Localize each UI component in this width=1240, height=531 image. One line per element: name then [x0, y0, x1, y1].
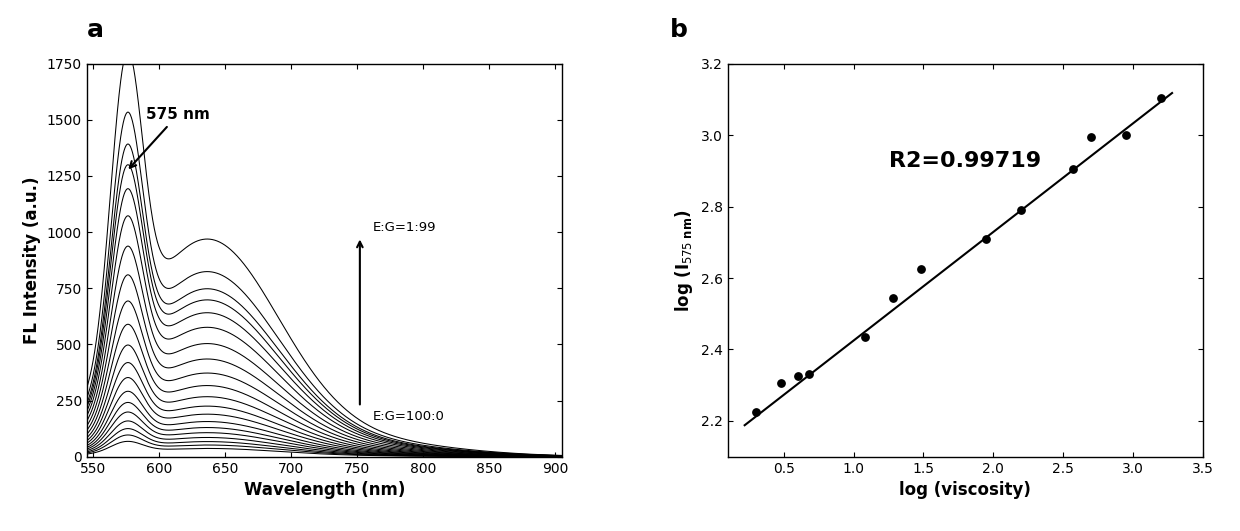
Point — [1012, 206, 1032, 215]
Point — [746, 408, 766, 416]
Point — [1081, 133, 1101, 141]
Text: a: a — [87, 19, 104, 42]
Point — [1151, 93, 1171, 102]
Point — [883, 294, 903, 302]
Point — [799, 370, 818, 379]
Point — [787, 372, 807, 381]
Point — [1116, 131, 1136, 140]
Y-axis label: FL Intensity (a.u.): FL Intensity (a.u.) — [24, 176, 41, 344]
X-axis label: Wavelength (nm): Wavelength (nm) — [243, 481, 405, 499]
Point — [976, 235, 996, 243]
Point — [771, 379, 791, 388]
Text: b: b — [670, 19, 687, 42]
Point — [910, 265, 930, 273]
Point — [854, 333, 874, 341]
Y-axis label: log (I$_{575\ \mathregular{nm}}$): log (I$_{575\ \mathregular{nm}}$) — [673, 209, 696, 312]
X-axis label: log (viscosity): log (viscosity) — [899, 481, 1032, 499]
Text: R2=0.99719: R2=0.99719 — [889, 151, 1040, 172]
Text: E:G=1:99: E:G=1:99 — [373, 221, 436, 234]
Point — [1063, 165, 1083, 173]
Text: E:G=100:0: E:G=100:0 — [373, 409, 445, 423]
Text: 575 nm: 575 nm — [130, 107, 210, 168]
